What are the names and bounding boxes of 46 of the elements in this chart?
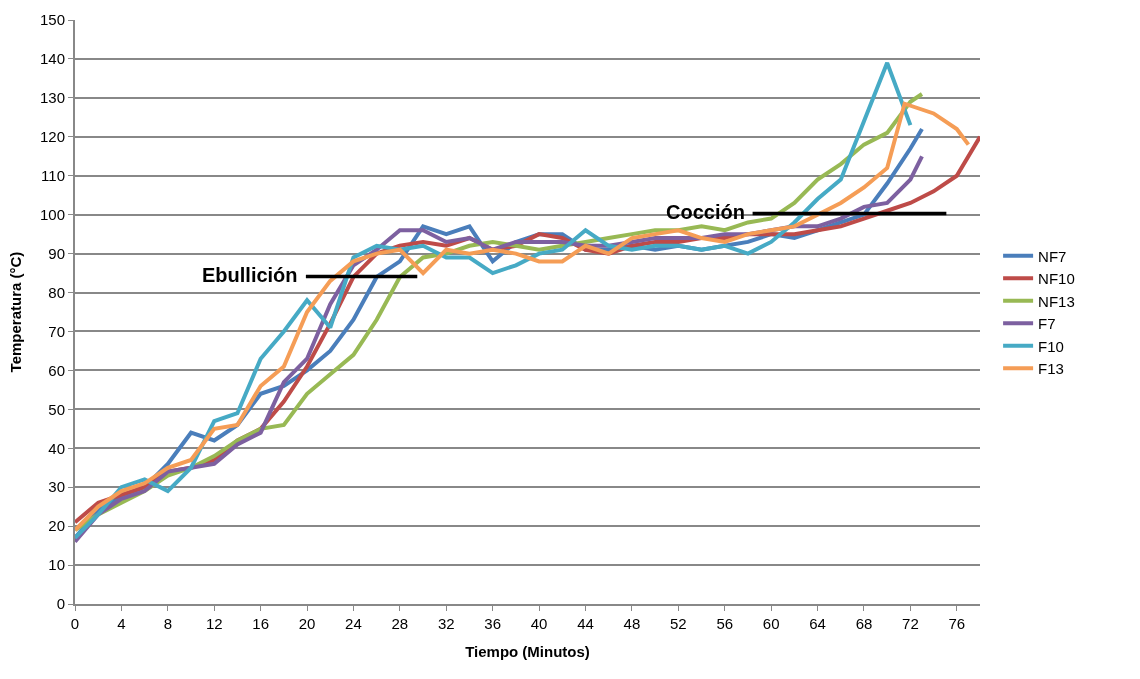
x-tick-label: 20	[298, 615, 316, 632]
y-tick-label: 20	[48, 517, 65, 535]
annotation: Ebullición	[202, 264, 298, 286]
y-tick-label: 100	[39, 205, 65, 223]
y-tick-label: 140	[39, 50, 65, 68]
x-tick-label: 48	[623, 615, 641, 632]
annotation: Cocción	[666, 201, 745, 223]
y-tick-label: 150	[39, 11, 65, 29]
x-tick-label: 12	[205, 615, 223, 632]
x-tick-label: 4	[117, 615, 126, 632]
x-tick-label: 8	[163, 615, 172, 632]
x-tick-label: 36	[484, 615, 502, 632]
y-tick-label: 0	[56, 595, 65, 613]
y-tick-label: 120	[39, 128, 65, 146]
x-tick-label: 44	[577, 615, 594, 632]
y-tick-label: 30	[48, 478, 65, 496]
y-tick-label: 90	[48, 244, 65, 262]
legend-label: F10	[1038, 337, 1064, 355]
x-tick-label: 32	[437, 615, 455, 632]
y-tick-label: 110	[41, 166, 65, 184]
x-tick-label: 52	[669, 615, 687, 632]
x-axis-title: Tiempo (Minutos)	[465, 642, 590, 660]
legend-label: NF7	[1038, 247, 1067, 265]
x-tick-label: 28	[391, 615, 409, 632]
x-tick-label: 24	[345, 615, 362, 632]
y-tick-label: 40	[48, 439, 65, 457]
y-tick-label: 10	[48, 556, 65, 574]
y-tick-label: 60	[48, 361, 65, 379]
x-tick-label: 40	[530, 615, 548, 632]
y-axis-title: Temperatura (°C)	[6, 251, 24, 373]
x-tick-label: 0	[70, 615, 80, 632]
legend-label: NF10	[1038, 270, 1075, 288]
x-tick-label: 60	[762, 615, 780, 632]
legend-label: F13	[1038, 360, 1064, 378]
legend-label: NF13	[1038, 292, 1075, 310]
y-tick-label: 50	[48, 400, 65, 418]
x-tick-label: 72	[902, 615, 919, 632]
x-tick-label: 56	[716, 615, 734, 632]
x-tick-label: 76	[948, 615, 966, 632]
x-tick-label: 64	[809, 615, 826, 632]
y-tick-label: 130	[39, 89, 65, 107]
legend-label: F7	[1038, 315, 1056, 333]
y-tick-label: 70	[48, 322, 65, 340]
x-tick-label: 16	[252, 615, 269, 632]
x-tick-label: 68	[855, 615, 873, 632]
y-tick-label: 80	[48, 283, 65, 301]
